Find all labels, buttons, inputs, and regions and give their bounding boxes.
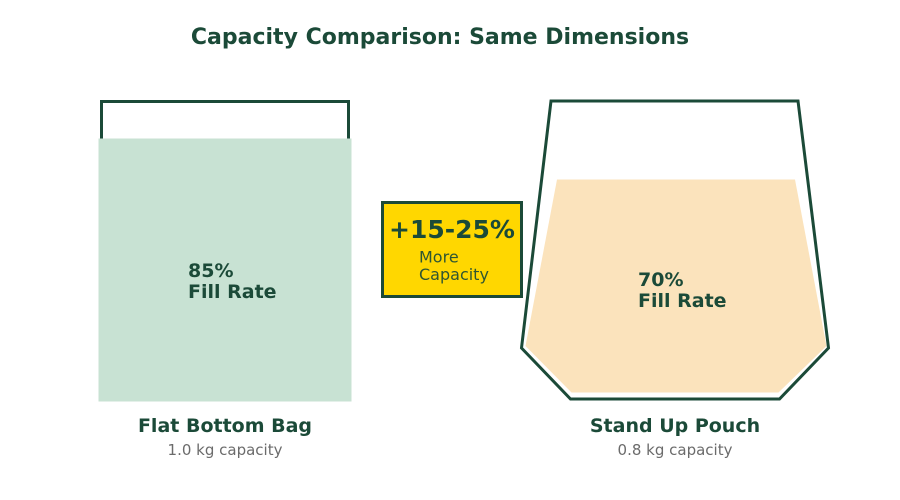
badge-caption-line1: More — [419, 248, 459, 267]
flat-bag-fill-rate-caption: Fill Rate — [188, 281, 277, 303]
pouch-capacity-label: 0.8 kg capacity — [618, 441, 733, 459]
pouch-label: Stand Up Pouch — [590, 415, 760, 437]
capacity-advantage-badge — [381, 201, 523, 298]
badge-caption-line2: Capacity — [419, 265, 489, 284]
figure-title: Capacity Comparison: Same Dimensions — [191, 25, 689, 50]
pouch-fill-rate-caption: Fill Rate — [638, 290, 727, 312]
flat-bag-fill-rate-value: 85% — [188, 260, 233, 282]
badge-headline: +15-25% — [389, 215, 515, 244]
flat-bag-label: Flat Bottom Bag — [138, 415, 312, 437]
pouch-fill — [525, 179, 827, 393]
pouch-fill-rate-value: 70% — [638, 269, 683, 291]
flat-bag-capacity-label: 1.0 kg capacity — [168, 441, 283, 459]
flat-bag-fill — [98, 138, 352, 402]
